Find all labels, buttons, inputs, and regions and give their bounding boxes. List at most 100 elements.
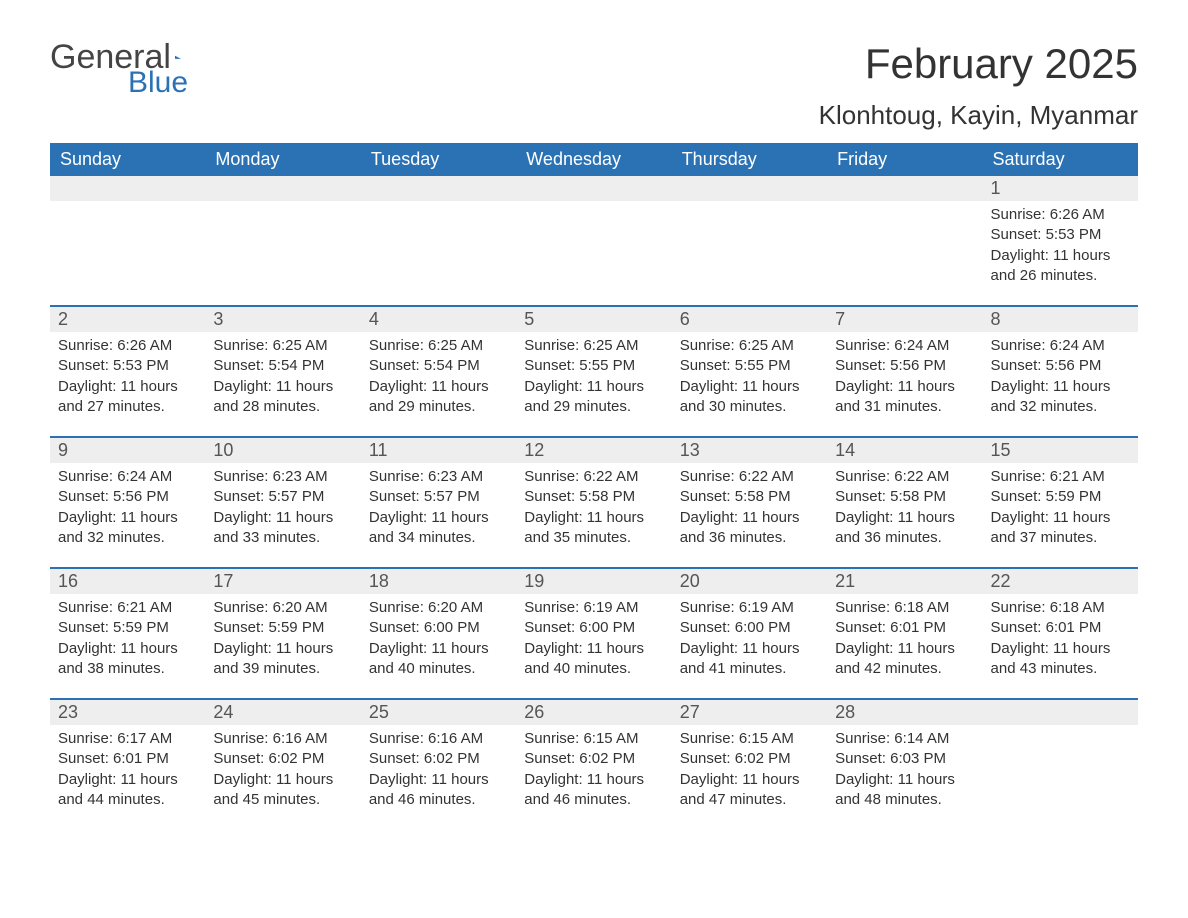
daylight-text: Daylight: 11 hours and 44 minutes.: [58, 770, 197, 811]
daylight-text: Daylight: 11 hours and 40 minutes.: [369, 639, 508, 680]
day-number: 14: [827, 438, 982, 463]
daylight-text: Daylight: 11 hours and 47 minutes.: [680, 770, 819, 811]
day-number: [205, 176, 360, 201]
day-header: Saturday: [983, 143, 1138, 176]
day-content: [983, 725, 1138, 815]
day-content: [516, 201, 671, 291]
sunrise-text: Sunrise: 6:15 AM: [680, 729, 819, 749]
sunrise-text: Sunrise: 6:24 AM: [835, 336, 974, 356]
sunrise-text: Sunrise: 6:15 AM: [524, 729, 663, 749]
day-content: [205, 201, 360, 291]
day-number: [827, 176, 982, 201]
day-number: 12: [516, 438, 671, 463]
daynum-row: 9101112131415: [50, 438, 1138, 463]
week-block: 16171819202122Sunrise: 6:21 AMSunset: 5:…: [50, 567, 1138, 684]
page: General February 2025 Blue Klonhtoug, Ka…: [0, 0, 1188, 855]
daylight-text: Daylight: 11 hours and 30 minutes.: [680, 377, 819, 418]
day-content: Sunrise: 6:15 AMSunset: 6:02 PMDaylight:…: [516, 725, 671, 815]
day-number: 19: [516, 569, 671, 594]
sunset-text: Sunset: 5:56 PM: [58, 487, 197, 507]
sunset-text: Sunset: 5:57 PM: [369, 487, 508, 507]
daylight-text: Daylight: 11 hours and 34 minutes.: [369, 508, 508, 549]
sunrise-text: Sunrise: 6:25 AM: [369, 336, 508, 356]
sunset-text: Sunset: 5:55 PM: [680, 356, 819, 376]
day-content: Sunrise: 6:17 AMSunset: 6:01 PMDaylight:…: [50, 725, 205, 815]
daylight-text: Daylight: 11 hours and 35 minutes.: [524, 508, 663, 549]
sunrise-text: Sunrise: 6:16 AM: [369, 729, 508, 749]
daylight-text: Daylight: 11 hours and 42 minutes.: [835, 639, 974, 680]
day-number: 10: [205, 438, 360, 463]
daynum-row: 1: [50, 176, 1138, 201]
daylight-text: Daylight: 11 hours and 36 minutes.: [680, 508, 819, 549]
daylight-text: Daylight: 11 hours and 27 minutes.: [58, 377, 197, 418]
day-content: [827, 201, 982, 291]
day-content-row: Sunrise: 6:21 AMSunset: 5:59 PMDaylight:…: [50, 594, 1138, 684]
sunrise-text: Sunrise: 6:25 AM: [680, 336, 819, 356]
sunset-text: Sunset: 6:00 PM: [524, 618, 663, 638]
day-header: Monday: [205, 143, 360, 176]
sunrise-text: Sunrise: 6:23 AM: [213, 467, 352, 487]
day-content: Sunrise: 6:25 AMSunset: 5:55 PMDaylight:…: [672, 332, 827, 422]
day-number: 17: [205, 569, 360, 594]
daynum-row: 2345678: [50, 307, 1138, 332]
day-number: [516, 176, 671, 201]
day-content-row: Sunrise: 6:26 AMSunset: 5:53 PMDaylight:…: [50, 332, 1138, 422]
day-header: Friday: [827, 143, 982, 176]
sunset-text: Sunset: 6:02 PM: [524, 749, 663, 769]
day-content-row: Sunrise: 6:17 AMSunset: 6:01 PMDaylight:…: [50, 725, 1138, 815]
daylight-text: Daylight: 11 hours and 26 minutes.: [991, 246, 1130, 287]
sunset-text: Sunset: 6:02 PM: [680, 749, 819, 769]
sunrise-text: Sunrise: 6:17 AM: [58, 729, 197, 749]
daylight-text: Daylight: 11 hours and 29 minutes.: [524, 377, 663, 418]
daylight-text: Daylight: 11 hours and 37 minutes.: [991, 508, 1130, 549]
sunset-text: Sunset: 5:55 PM: [524, 356, 663, 376]
day-number: [983, 700, 1138, 725]
sunrise-text: Sunrise: 6:20 AM: [213, 598, 352, 618]
day-content: Sunrise: 6:16 AMSunset: 6:02 PMDaylight:…: [361, 725, 516, 815]
daylight-text: Daylight: 11 hours and 41 minutes.: [680, 639, 819, 680]
sunset-text: Sunset: 5:54 PM: [213, 356, 352, 376]
sunset-text: Sunset: 5:56 PM: [835, 356, 974, 376]
day-number: 11: [361, 438, 516, 463]
day-content: Sunrise: 6:22 AMSunset: 5:58 PMDaylight:…: [516, 463, 671, 553]
day-number: 22: [983, 569, 1138, 594]
sunrise-text: Sunrise: 6:20 AM: [369, 598, 508, 618]
sunset-text: Sunset: 6:02 PM: [369, 749, 508, 769]
day-number: 23: [50, 700, 205, 725]
day-content: Sunrise: 6:16 AMSunset: 6:02 PMDaylight:…: [205, 725, 360, 815]
day-header: Thursday: [672, 143, 827, 176]
daylight-text: Daylight: 11 hours and 46 minutes.: [369, 770, 508, 811]
sunrise-text: Sunrise: 6:22 AM: [680, 467, 819, 487]
day-content: [672, 201, 827, 291]
day-number: 9: [50, 438, 205, 463]
sunset-text: Sunset: 5:53 PM: [991, 225, 1130, 245]
sunrise-text: Sunrise: 6:23 AM: [369, 467, 508, 487]
sunrise-text: Sunrise: 6:22 AM: [524, 467, 663, 487]
day-content: Sunrise: 6:26 AMSunset: 5:53 PMDaylight:…: [983, 201, 1138, 291]
sunset-text: Sunset: 5:59 PM: [58, 618, 197, 638]
logo-flag-icon: [175, 46, 181, 68]
sunset-text: Sunset: 5:58 PM: [524, 487, 663, 507]
day-number: 3: [205, 307, 360, 332]
day-content: Sunrise: 6:24 AMSunset: 5:56 PMDaylight:…: [983, 332, 1138, 422]
daylight-text: Daylight: 11 hours and 32 minutes.: [991, 377, 1130, 418]
day-content: Sunrise: 6:18 AMSunset: 6:01 PMDaylight:…: [983, 594, 1138, 684]
sunset-text: Sunset: 5:59 PM: [213, 618, 352, 638]
daylight-text: Daylight: 11 hours and 48 minutes.: [835, 770, 974, 811]
sunset-text: Sunset: 5:56 PM: [991, 356, 1130, 376]
sunrise-text: Sunrise: 6:19 AM: [524, 598, 663, 618]
week-block: 2345678Sunrise: 6:26 AMSunset: 5:53 PMDa…: [50, 305, 1138, 422]
day-content: [361, 201, 516, 291]
day-content: Sunrise: 6:19 AMSunset: 6:00 PMDaylight:…: [516, 594, 671, 684]
sunrise-text: Sunrise: 6:16 AM: [213, 729, 352, 749]
day-content: Sunrise: 6:25 AMSunset: 5:54 PMDaylight:…: [205, 332, 360, 422]
daynum-row: 232425262728: [50, 700, 1138, 725]
day-number: 8: [983, 307, 1138, 332]
calendar: Sunday Monday Tuesday Wednesday Thursday…: [50, 143, 1138, 815]
daylight-text: Daylight: 11 hours and 40 minutes.: [524, 639, 663, 680]
sunset-text: Sunset: 5:54 PM: [369, 356, 508, 376]
weeks-container: 1Sunrise: 6:26 AMSunset: 5:53 PMDaylight…: [50, 176, 1138, 815]
day-content: Sunrise: 6:15 AMSunset: 6:02 PMDaylight:…: [672, 725, 827, 815]
day-number: 18: [361, 569, 516, 594]
day-number: 15: [983, 438, 1138, 463]
